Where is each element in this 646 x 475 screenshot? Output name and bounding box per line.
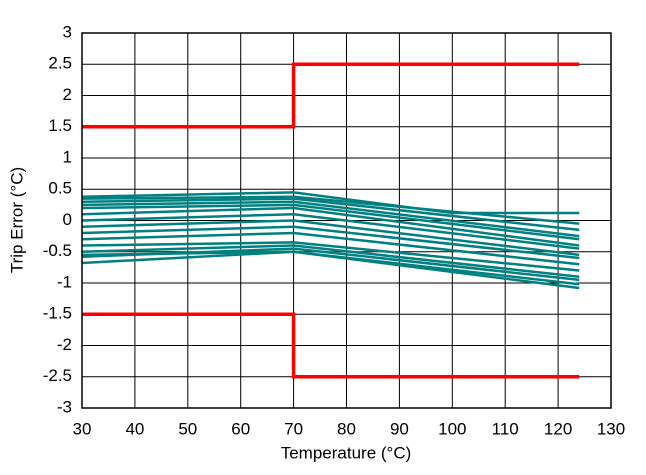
x-tick-label: 80 — [337, 419, 356, 438]
series-line — [81, 197, 580, 232]
y-tick-label: 2.5 — [48, 54, 72, 73]
x-tick-label: 70 — [284, 419, 303, 438]
y-tick-label: -0.5 — [43, 241, 72, 260]
series-line — [81, 200, 580, 238]
x-tick-label: 100 — [438, 419, 466, 438]
series-line — [81, 191, 580, 215]
series-line — [82, 312, 580, 379]
series-line — [81, 212, 580, 250]
series-line — [81, 244, 580, 278]
y-tick-label: 3 — [63, 22, 72, 41]
y-tick-label: -2 — [57, 335, 72, 354]
y-tick-label: 2 — [63, 85, 72, 104]
x-tick-label: 130 — [597, 419, 625, 438]
y-tick-label: -2.5 — [43, 366, 72, 385]
x-tick-label: 40 — [125, 419, 144, 438]
series-line — [81, 231, 580, 266]
y-tick-label: -3 — [57, 397, 72, 416]
series-line — [81, 203, 580, 241]
series-line — [81, 225, 580, 260]
x-tick-label: 60 — [231, 419, 250, 438]
y-tick-label: 1 — [63, 147, 72, 166]
x-tick-label: 90 — [390, 419, 409, 438]
plot-frame — [81, 32, 612, 409]
y-tick-label: -1 — [57, 272, 72, 291]
x-tick-label: 120 — [544, 419, 572, 438]
series-line — [82, 62, 580, 129]
series-line — [81, 241, 580, 272]
y-axis-title: Trip Error (°C) — [7, 167, 26, 273]
y-tick-label: 0.5 — [48, 179, 72, 198]
y-tick-label: 1.5 — [48, 116, 72, 135]
series-line — [81, 219, 580, 257]
x-axis-title: Temperature (°C) — [281, 443, 412, 462]
series-line — [81, 195, 580, 225]
y-tick-label: 0 — [63, 210, 72, 229]
series-line — [81, 206, 580, 247]
series-line — [81, 250, 580, 290]
x-tick-label: 110 — [492, 419, 519, 438]
y-tick-label: -1.5 — [43, 304, 72, 323]
x-tick-label: 50 — [178, 419, 197, 438]
x-tick-label: 30 — [73, 419, 92, 438]
